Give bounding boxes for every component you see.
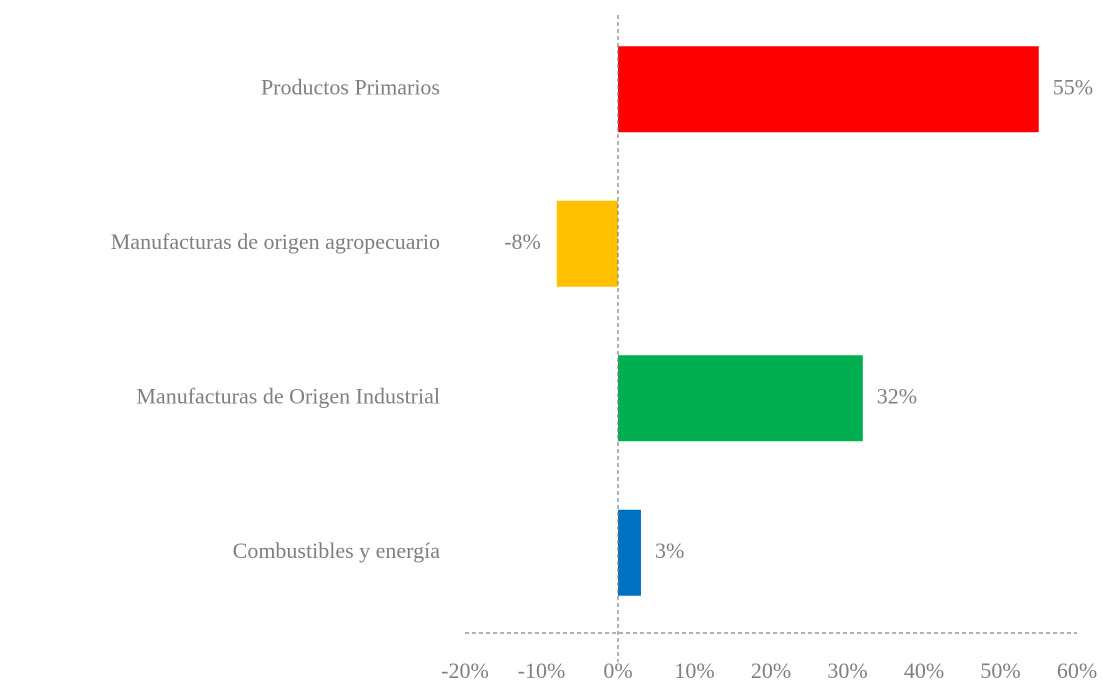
x-tick-label: 40%	[904, 658, 944, 683]
value-label: -8%	[504, 229, 541, 254]
x-tick-label: 30%	[827, 658, 867, 683]
value-label: 55%	[1053, 74, 1093, 99]
x-tick-label: 60%	[1057, 658, 1097, 683]
value-label: 32%	[877, 383, 917, 408]
x-tick-label: -10%	[518, 658, 566, 683]
x-tick-label: 20%	[751, 658, 791, 683]
bar	[556, 200, 618, 287]
category-label: Productos Primarios	[261, 74, 440, 99]
category-label: Manufacturas de Origen Industrial	[136, 383, 440, 408]
bar	[618, 355, 863, 442]
bar	[618, 46, 1039, 133]
category-label: Combustibles y energía	[233, 538, 441, 563]
category-label: Manufacturas de origen agropecuario	[111, 229, 440, 254]
x-tick-label: 50%	[980, 658, 1020, 683]
x-tick-label: 0%	[603, 658, 632, 683]
x-tick-label: 10%	[674, 658, 714, 683]
bar	[618, 509, 641, 596]
x-tick-label: -20%	[441, 658, 489, 683]
value-label: 3%	[655, 538, 684, 563]
